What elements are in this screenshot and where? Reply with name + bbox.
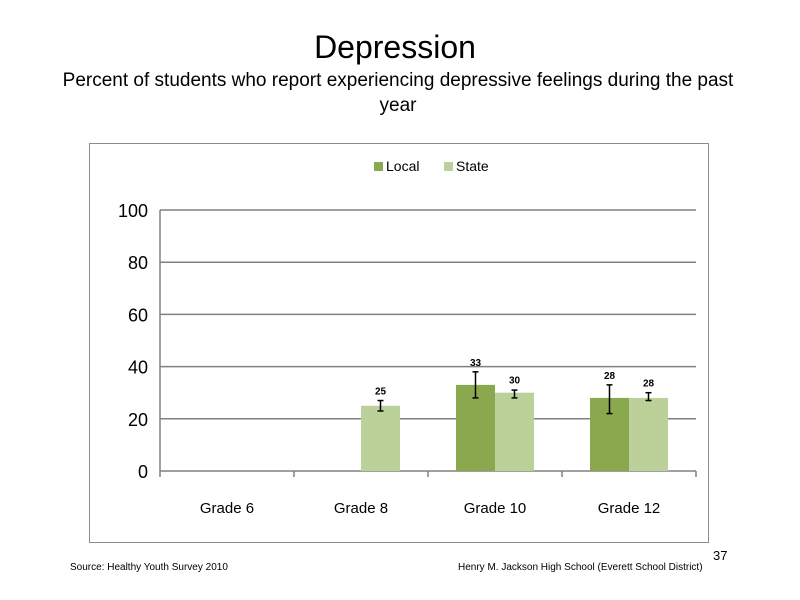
data-label: 33 [470,358,482,369]
x-tick-label: Grade 12 [598,500,661,517]
bar-state [495,392,534,471]
bar-state [361,405,400,471]
bar-state [629,397,668,471]
legend-swatch-local [374,162,383,171]
bar-local [456,384,495,471]
x-tick-label: Grade 10 [464,500,527,517]
y-tick-label: 100 [118,201,148,221]
y-tick-label: 40 [128,358,148,378]
y-tick-label: 80 [128,253,148,273]
data-label: 28 [604,371,616,382]
y-tick-label: 60 [128,305,148,325]
legend-label-state: State [456,158,489,174]
y-tick-label: 0 [138,462,148,482]
legend-swatch-state [444,162,453,171]
footer-source: Source: Healthy Youth Survey 2010 [70,562,228,573]
y-tick-label: 20 [128,410,148,430]
chart-frame [89,143,709,543]
slide-title: Depression [314,29,476,65]
slide-subtitle: Percent of students who report experienc… [62,70,734,116]
data-label: 30 [509,376,521,387]
data-label: 28 [643,379,655,390]
data-label: 25 [375,387,387,398]
footer-school: Henry M. Jackson High School (Everett Sc… [458,562,703,573]
legend-label-local: Local [386,158,419,174]
page-number: 37 [713,548,728,563]
x-tick-label: Grade 6 [200,500,254,517]
x-tick-label: Grade 8 [334,500,388,517]
